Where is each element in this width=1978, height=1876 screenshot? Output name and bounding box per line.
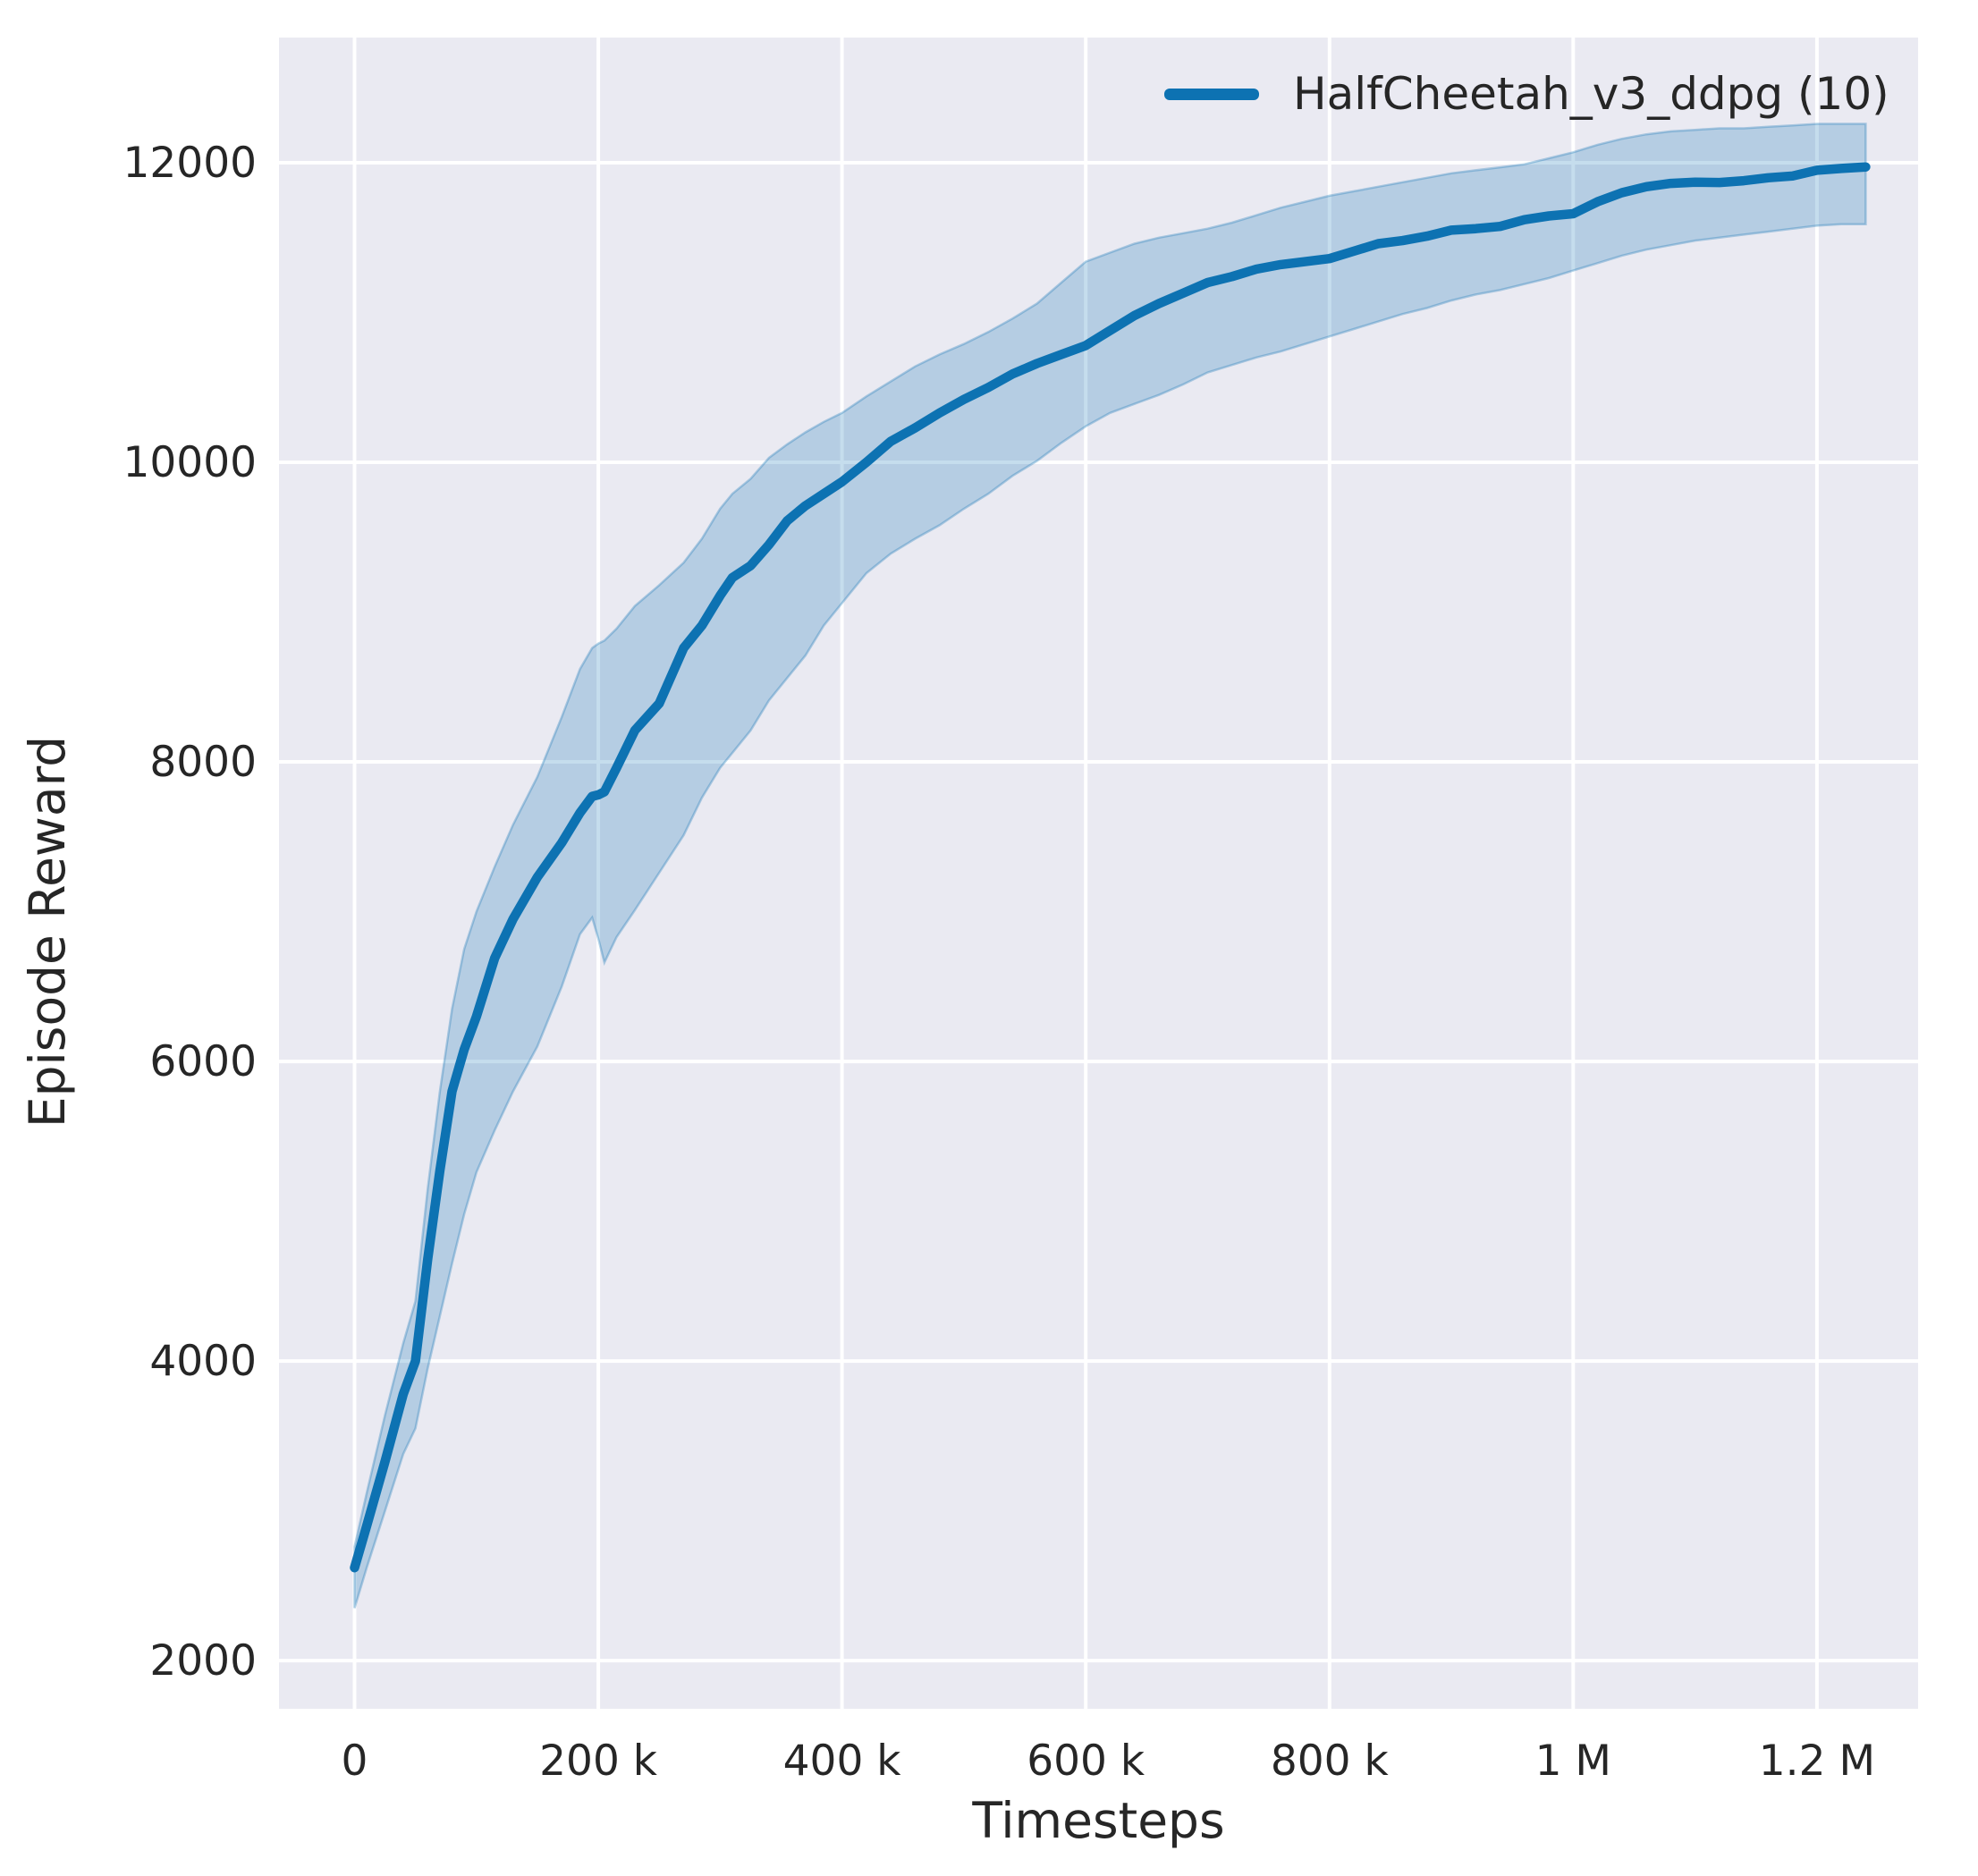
y-axis-label: Episode Reward bbox=[19, 735, 76, 1128]
x-axis-label: Timesteps bbox=[972, 1792, 1225, 1849]
legend-entry-label: HalfCheetah_v3_ddpg (10) bbox=[1293, 68, 1889, 120]
svg-text:1.2 M: 1.2 M bbox=[1759, 1737, 1875, 1786]
svg-text:12000: 12000 bbox=[123, 139, 257, 188]
x-tick-labels: 0 200 k 400 k 600 k 800 k 1 M 1.2 M bbox=[342, 1737, 1875, 1786]
gridlines bbox=[279, 38, 1918, 1709]
svg-text:400 k: 400 k bbox=[783, 1737, 902, 1786]
svg-text:800 k: 800 k bbox=[1271, 1737, 1390, 1786]
plot-area bbox=[279, 38, 1918, 1709]
svg-text:2000: 2000 bbox=[149, 1636, 257, 1686]
svg-text:200 k: 200 k bbox=[539, 1737, 658, 1786]
svg-text:8000: 8000 bbox=[149, 738, 257, 787]
mean-reward-line bbox=[350, 162, 1871, 1573]
svg-text:10000: 10000 bbox=[123, 438, 257, 487]
y-tick-labels: 2000 4000 6000 8000 10000 12000 bbox=[123, 139, 257, 1686]
legend: HalfCheetah_v3_ddpg (10) bbox=[1164, 68, 1889, 120]
svg-text:6000: 6000 bbox=[149, 1037, 257, 1086]
confidence-band bbox=[353, 123, 1867, 1609]
svg-text:600 k: 600 k bbox=[1027, 1737, 1145, 1786]
legend-line-swatch bbox=[1164, 88, 1259, 100]
svg-text:4000: 4000 bbox=[149, 1337, 257, 1386]
svg-text:1 M: 1 M bbox=[1535, 1737, 1611, 1786]
svg-text:0: 0 bbox=[342, 1737, 368, 1786]
